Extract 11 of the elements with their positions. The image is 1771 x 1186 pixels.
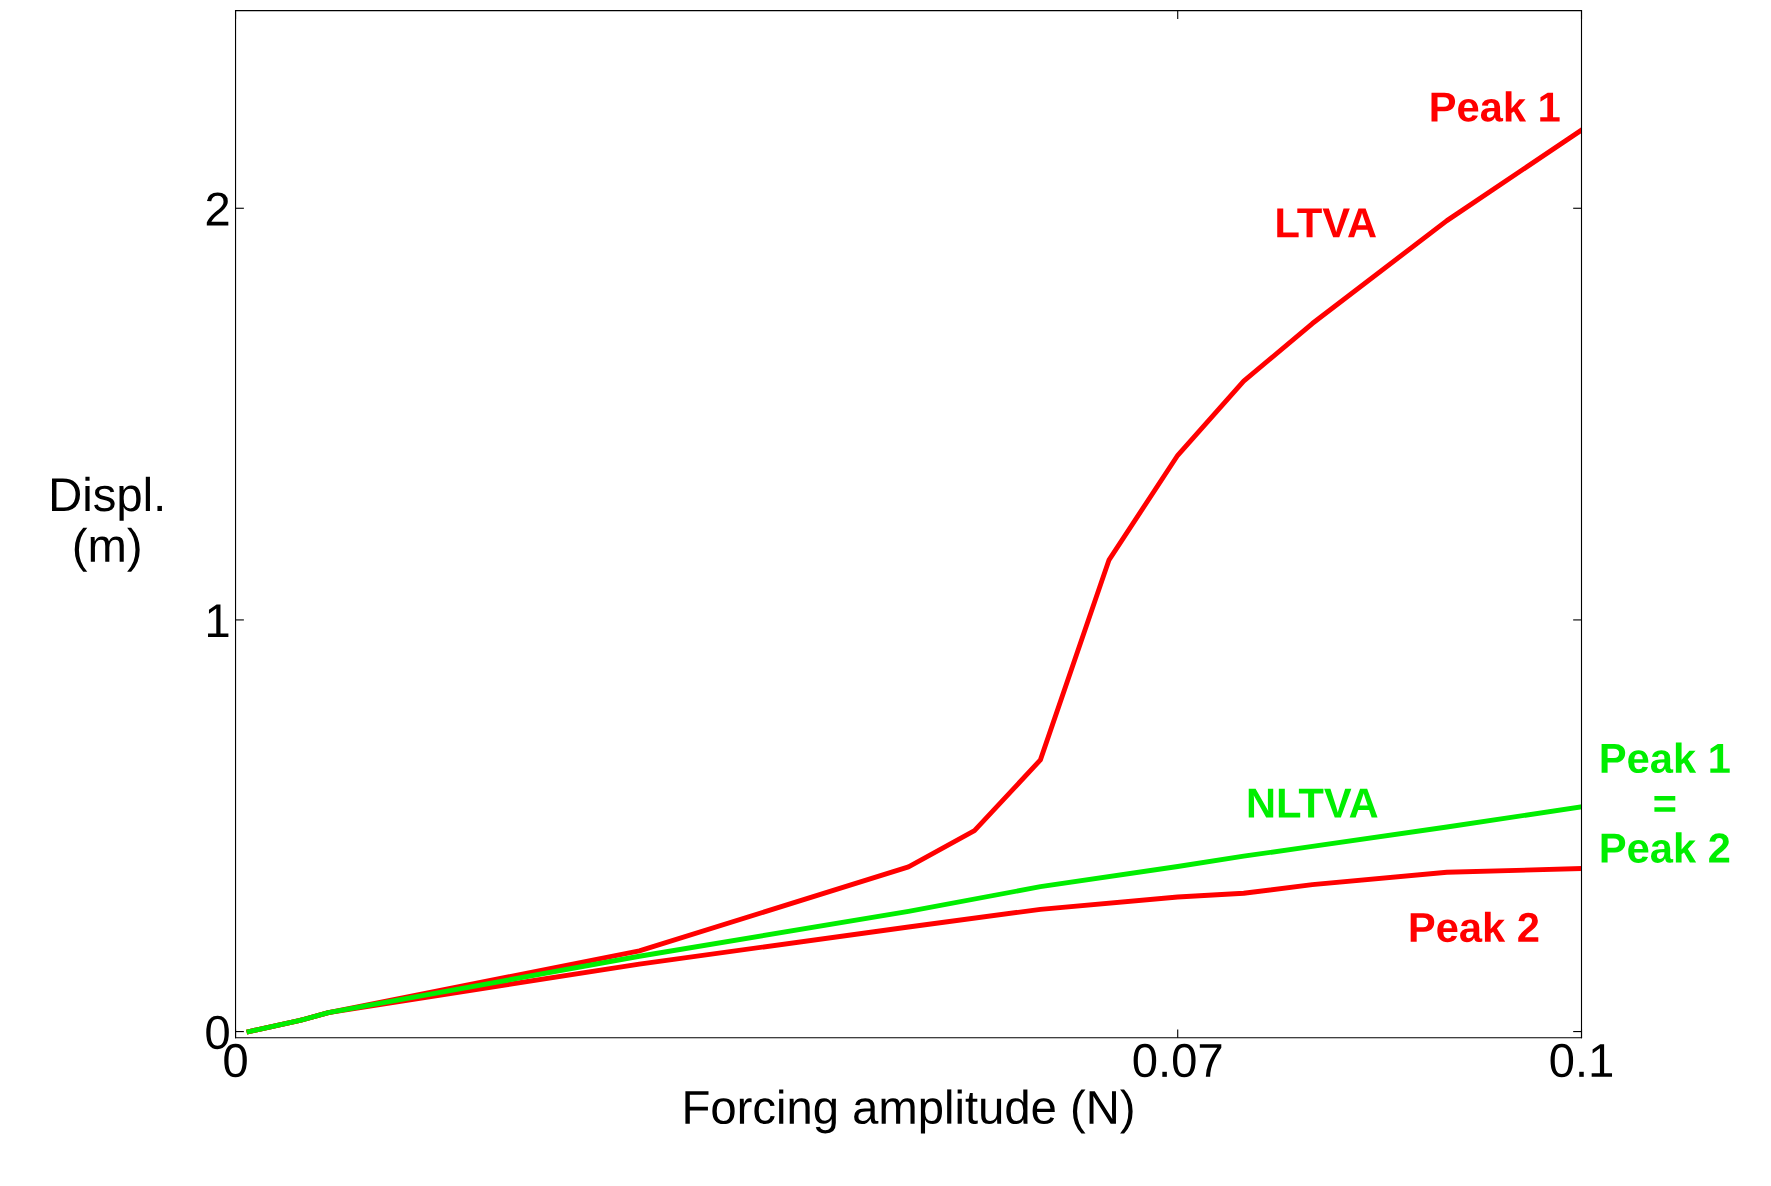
series-label: Peak 1 — [1431, 91, 1560, 122]
x-tick-label: 0.1 — [1550, 1043, 1613, 1078]
y-tick-label: 2 — [206, 192, 229, 226]
x-tick-label: 0.07 — [1133, 1043, 1222, 1078]
x-axis-title: Forcing amplitude (N) — [685, 1089, 1133, 1134]
annotation: NLTVA — [1248, 788, 1378, 818]
annotation: LTVA — [1277, 208, 1376, 238]
series-label: Peak 2 — [1410, 911, 1539, 943]
y-tick-label: 1 — [208, 604, 229, 638]
series-label: Peak 1 = Peak 2 — [1601, 742, 1730, 863]
y-axis-title: Displ. (m) — [52, 476, 162, 572]
